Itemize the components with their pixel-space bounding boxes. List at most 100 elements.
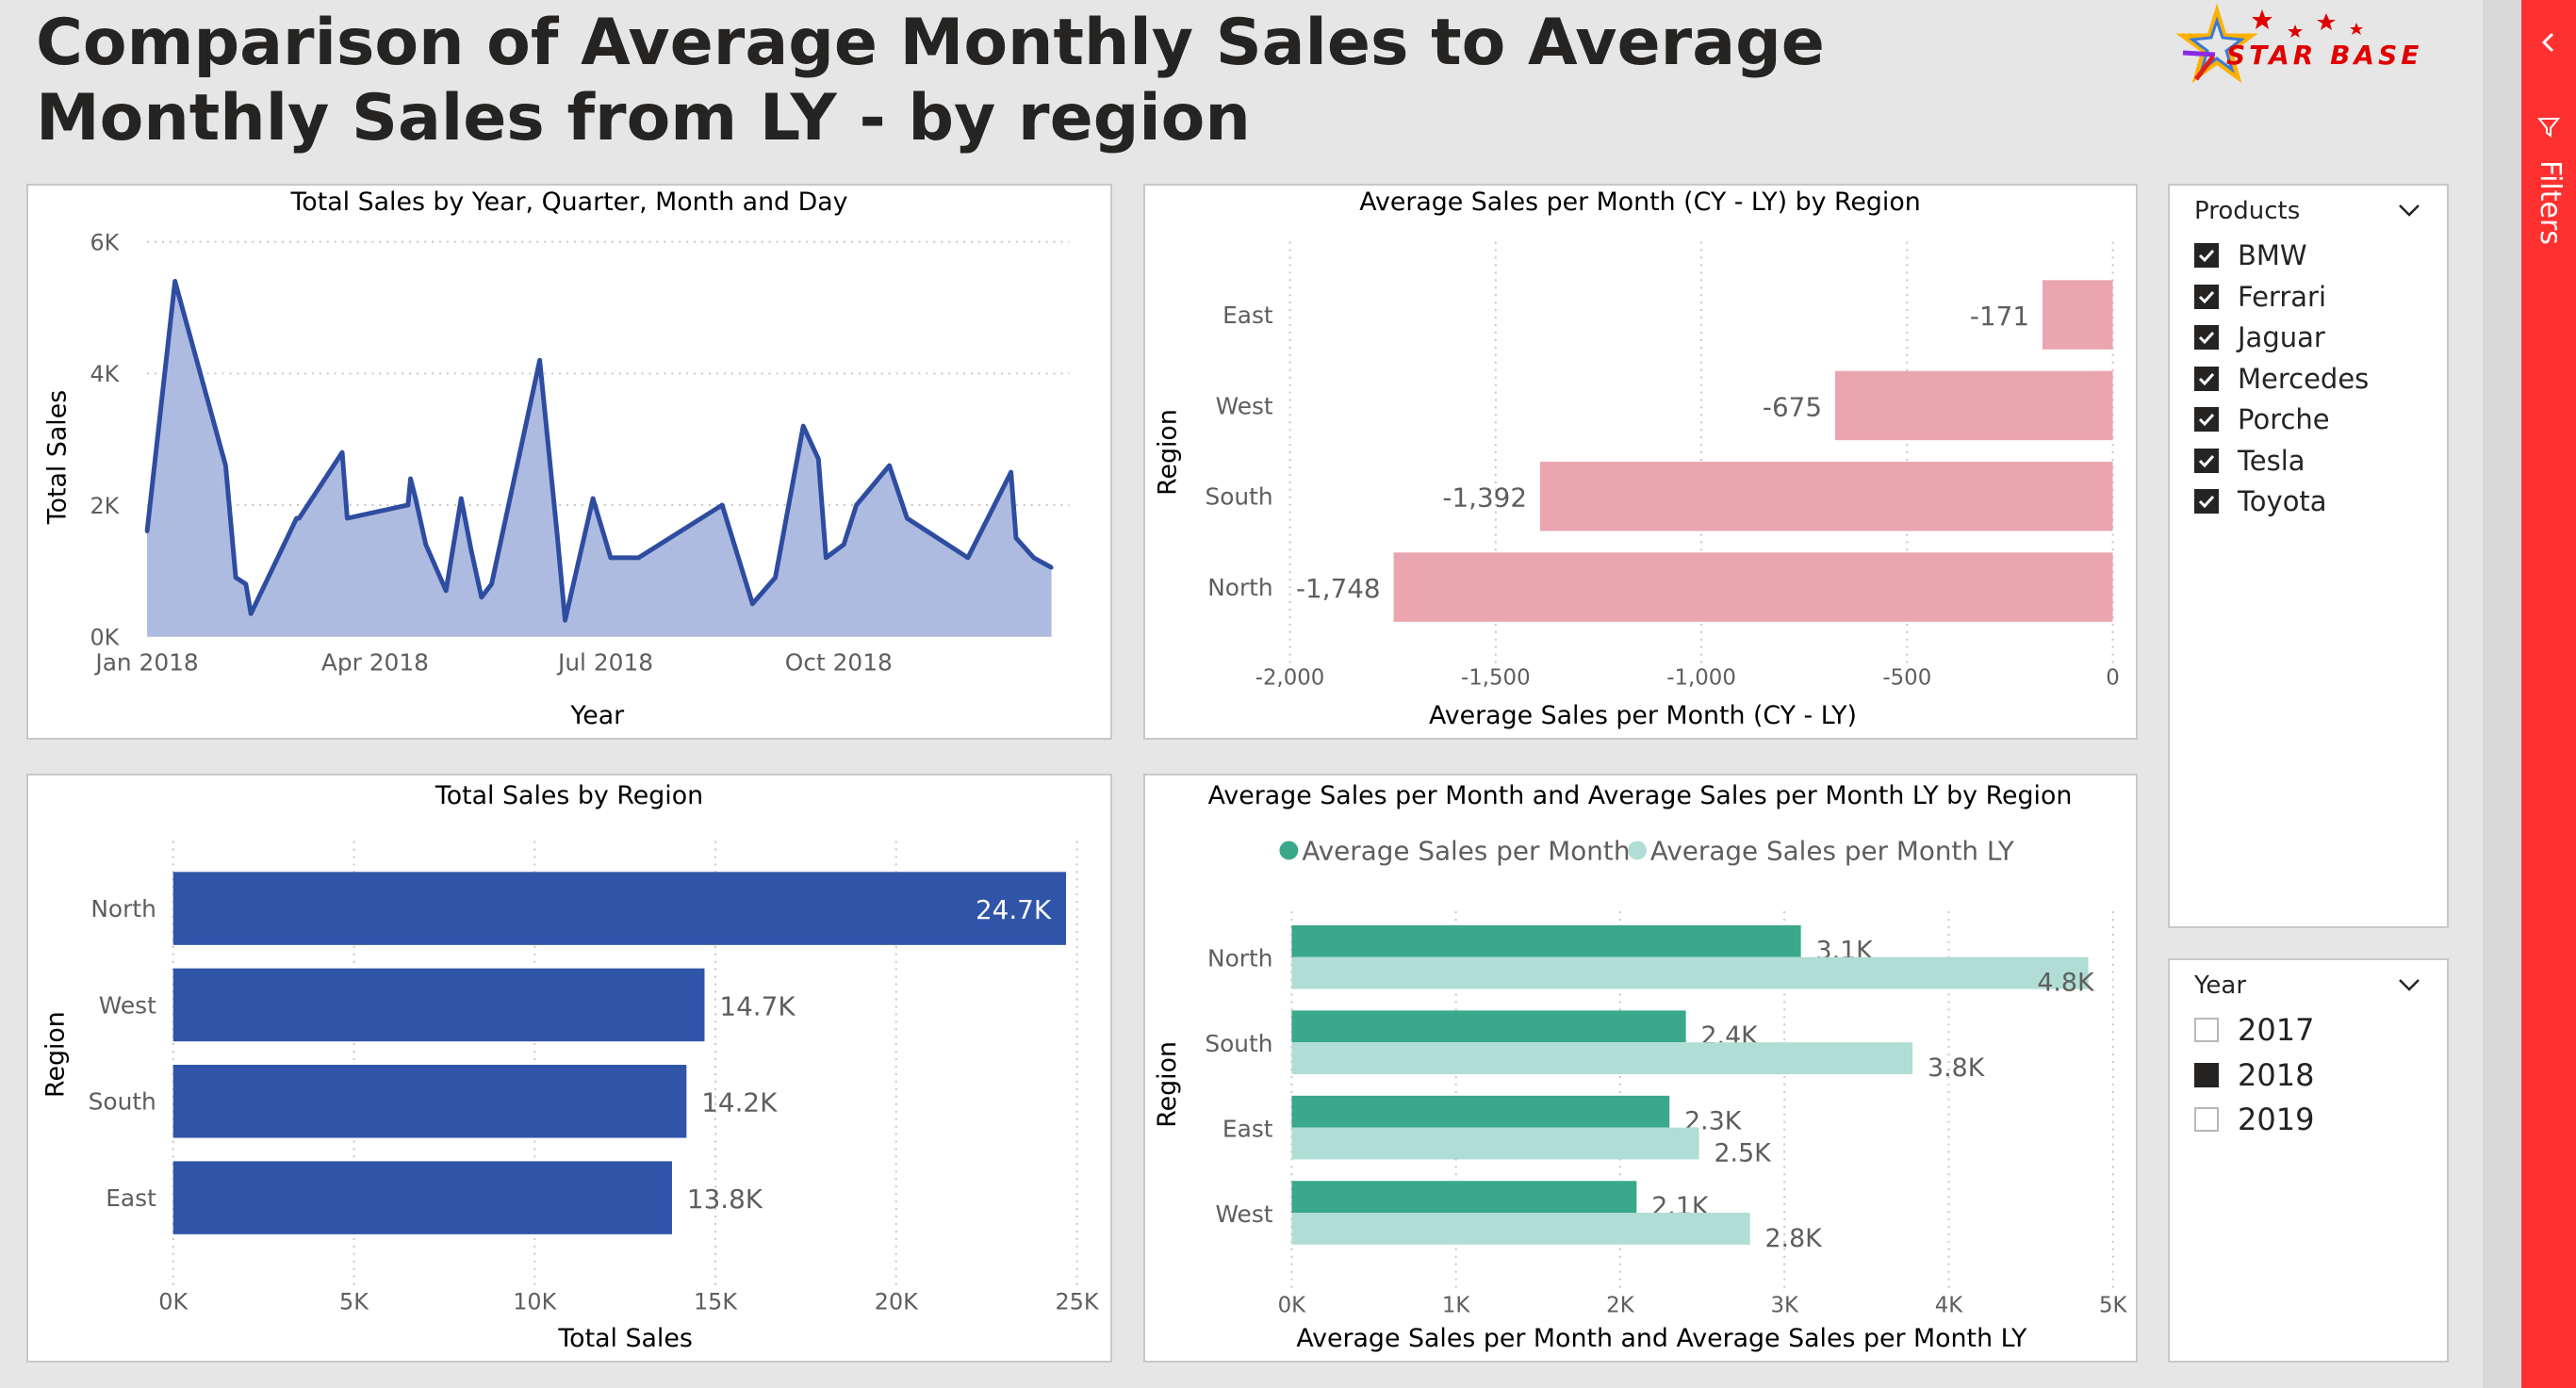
checkmark-icon — [2198, 290, 2215, 303]
data-point — [479, 595, 484, 599]
bar — [172, 1065, 687, 1138]
slicer-option-label: Tesla — [2238, 444, 2305, 477]
bar-avg-ly — [1291, 1042, 1913, 1074]
x-tick-label: 0 — [2106, 665, 2120, 690]
slicer-option[interactable]: Tesla — [2194, 445, 2305, 477]
legend[interactable]: Average Sales per Month Average Sales pe… — [1279, 835, 2015, 866]
data-label: -1,392 — [1442, 482, 1527, 514]
data-point — [340, 450, 344, 455]
data-point — [555, 535, 560, 540]
slicer-option[interactable]: Ferrari — [2194, 281, 2326, 313]
total-sales-line-chart-panel[interactable]: Total Sales by Year, Quarter, Month and … — [26, 184, 1112, 740]
category-label: West — [1216, 392, 1273, 419]
data-point — [469, 548, 474, 553]
category-label: East — [106, 1184, 156, 1212]
x-tick-label: 15K — [694, 1288, 738, 1315]
x-tick-label: 5K — [2099, 1293, 2128, 1317]
data-point — [816, 457, 821, 462]
checkbox-checked[interactable] — [2194, 407, 2219, 432]
logo-star-icon — [2175, 4, 2258, 84]
data-point — [537, 358, 542, 363]
checkbox-unchecked[interactable] — [2194, 1107, 2219, 1132]
chevron-down-icon[interactable] — [2396, 972, 2422, 998]
filters-label[interactable]: Filters — [2534, 160, 2567, 245]
y-axis-title: Region — [1153, 409, 1182, 496]
x-tick-label: Oct 2018 — [785, 648, 893, 676]
legend-label-series-1: Average Sales per Month — [1302, 835, 1630, 866]
data-point — [1031, 555, 1036, 560]
slicer-option[interactable]: Jaguar — [2194, 321, 2325, 353]
bar-avg-ly — [1291, 956, 2089, 989]
category-label: North — [1207, 945, 1272, 972]
filters-pane[interactable] — [2521, 0, 2576, 1388]
checkbox-checked[interactable] — [2194, 284, 2219, 309]
slicer-option[interactable]: 2017 — [2194, 1012, 2314, 1048]
checkbox-checked[interactable] — [2194, 489, 2219, 514]
data-point — [773, 575, 778, 580]
category-label: East — [1222, 1116, 1273, 1143]
bar-avg — [1291, 1010, 1686, 1043]
avg-vs-ly-bar-chart-panel[interactable]: Average Sales per Month and Average Sale… — [1143, 774, 2138, 1363]
checkbox-checked[interactable] — [2194, 243, 2219, 268]
slicer-option[interactable]: Toyota — [2194, 485, 2327, 517]
y-axis-title: Total Sales — [43, 390, 73, 525]
x-tick-label: -500 — [1882, 665, 1931, 690]
total-sales-by-region-panel[interactable]: Total Sales by Region 0K 5K 10K 15K 20K 25K N… — [26, 774, 1112, 1363]
slicer-option-label: Toyota — [2238, 485, 2327, 517]
total-sales-by-region-chart: Total Sales by Region 0K 5K 10K 15K 20K 25K N… — [41, 781, 1099, 1353]
checkmark-icon — [2198, 331, 2215, 345]
data-point — [608, 555, 613, 560]
pane-divider — [2483, 0, 2521, 1388]
data-point — [223, 464, 228, 468]
data-label: 2.5K — [1714, 1138, 1772, 1168]
legend-marker-series-1 — [1279, 841, 1299, 860]
products-slicer[interactable]: Products BMW Ferrari Jaguar Mercedes Porche T… — [2168, 184, 2449, 928]
y-tick-label: 2K — [90, 493, 120, 519]
total-sales-line-chart: Total Sales by Year, Quarter, Month and … — [43, 188, 1070, 730]
checkmark-icon — [2198, 413, 2215, 427]
slicer-option[interactable]: Porche — [2194, 403, 2330, 435]
bar-avg-ly — [1291, 1127, 1699, 1160]
checkbox-checked[interactable] — [2194, 325, 2219, 350]
slicer-option[interactable]: Mercedes — [2194, 363, 2369, 395]
slicer-option-label: 2018 — [2238, 1056, 2315, 1093]
y-tick-label: 4K — [90, 361, 120, 387]
checkbox-unchecked[interactable] — [2194, 1018, 2219, 1042]
slicer-option[interactable]: BMW — [2194, 239, 2307, 271]
checkbox-checked[interactable] — [2194, 1062, 2219, 1087]
x-tick-label: Jan 2018 — [93, 648, 198, 676]
checkbox-checked[interactable] — [2194, 448, 2219, 473]
data-point — [489, 581, 494, 586]
x-tick-label: 0K — [158, 1288, 189, 1315]
slicer-option[interactable]: 2019 — [2194, 1102, 2314, 1137]
cy-ly-diff-bar-chart-panel[interactable]: Average Sales per Month (CY - LY) by Reg… — [1143, 184, 2138, 740]
x-tick-label: 3K — [1770, 1293, 1799, 1317]
legend-marker-series-2 — [1628, 841, 1647, 860]
slicer-option[interactable]: 2018 — [2194, 1057, 2314, 1093]
chevron-down-icon[interactable] — [2396, 197, 2422, 223]
page-title-line-2: Monthly Sales from LY - by region — [36, 81, 1251, 155]
checkmark-icon — [2198, 249, 2215, 263]
checkmark-icon — [2198, 372, 2215, 385]
data-label: 14.2K — [701, 1087, 778, 1119]
bar-avg — [1291, 1095, 1670, 1128]
slicer-option-label: 2019 — [2238, 1102, 2315, 1137]
data-point — [297, 516, 302, 520]
category-label: South — [1205, 1030, 1272, 1057]
year-slicer[interactable]: Year 2017 2018 2019 — [2168, 958, 2449, 1363]
chevron-left-icon[interactable] — [2535, 28, 2563, 57]
chart-title: Average Sales per Month and Average Sale… — [1208, 781, 2073, 810]
data-point — [750, 601, 755, 606]
data-point — [965, 555, 970, 560]
data-label: -1,748 — [1296, 573, 1381, 604]
logo-text: STAR BASE — [2226, 40, 2422, 71]
data-point — [887, 464, 892, 468]
cy-ly-diff-bar-chart: Average Sales per Month (CY - LY) by Reg… — [1153, 188, 2120, 730]
data-point — [636, 555, 641, 560]
x-axis-title: Average Sales per Month and Average Sale… — [1296, 1324, 2027, 1353]
x-tick-label: -2,000 — [1255, 665, 1325, 690]
checkbox-checked[interactable] — [2194, 366, 2219, 391]
bar — [1393, 552, 2113, 622]
data-point — [408, 477, 413, 482]
bar — [1834, 370, 2113, 441]
